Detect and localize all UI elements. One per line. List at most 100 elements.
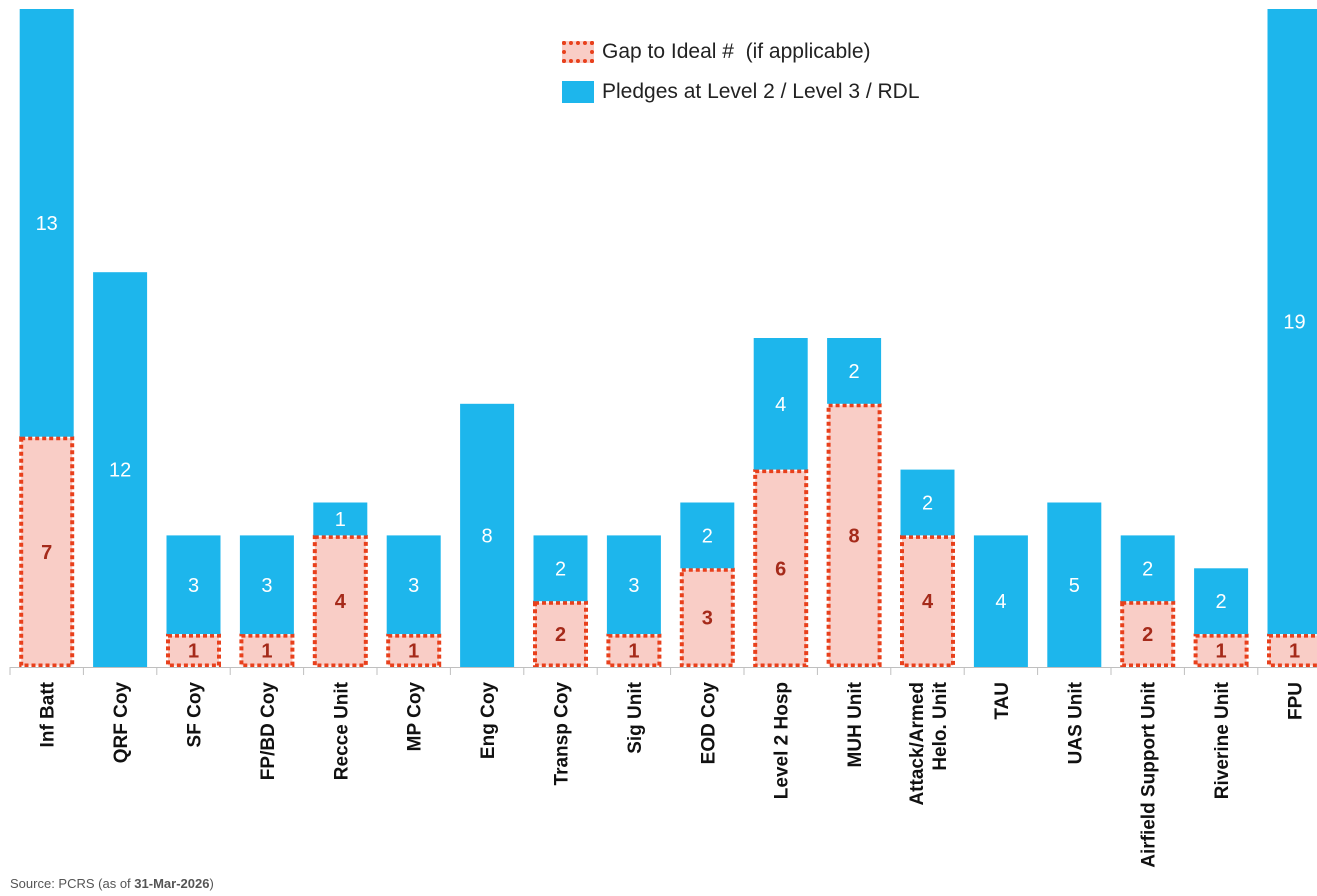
legend-label-pledges: Pledges at Level 2 / Level 3 / RDL bbox=[602, 80, 920, 103]
category-label-line: Transp Coy bbox=[552, 682, 573, 786]
data-label-pledges-fp-bd-coy: 3 bbox=[261, 575, 272, 597]
bar-gap-muh-unit bbox=[826, 403, 882, 668]
bar-pledges-level-2-hosp bbox=[753, 338, 808, 470]
category-label-line: TAU bbox=[992, 682, 1013, 720]
category-label-line: FP/BD Coy bbox=[258, 682, 279, 781]
data-label-gap-mp-coy: 1 bbox=[408, 641, 419, 663]
data-label-pledges-muh-unit: 2 bbox=[849, 361, 860, 383]
bar-pledges-muh-unit bbox=[827, 338, 882, 404]
bar-pledges-sf-coy bbox=[166, 535, 221, 635]
data-label-gap-level-2-hosp: 6 bbox=[775, 558, 786, 580]
data-label-gap-fp-bd-coy: 1 bbox=[261, 641, 272, 663]
data-label-pledges-inf-batt: 13 bbox=[36, 213, 58, 235]
category-label-line: QRF Coy bbox=[111, 682, 132, 764]
category-label-line: UAS Unit bbox=[1065, 681, 1086, 764]
category-label-line: SF Coy bbox=[185, 682, 206, 748]
data-label-gap-recce-unit: 4 bbox=[335, 591, 347, 613]
data-label-gap-eod-coy: 3 bbox=[702, 608, 713, 630]
category-label-inf-batt: Inf Batt bbox=[38, 681, 59, 747]
bar-pledges-airfield-support-unit bbox=[1120, 535, 1175, 602]
category-label-line: MP Coy bbox=[405, 682, 426, 752]
category-label-fpu: FPU bbox=[1286, 682, 1307, 720]
category-label-line: FPU bbox=[1286, 682, 1307, 720]
data-label-gap-transp-coy: 2 bbox=[555, 624, 566, 646]
bar-gap-riverine-unit bbox=[1193, 633, 1249, 668]
data-label-pledges-sf-coy: 3 bbox=[188, 575, 199, 597]
bar-pledges-attack-armed-helo-unit bbox=[900, 469, 955, 536]
bar-pledges-eod-coy bbox=[680, 502, 735, 569]
bar-gap-fp-bd-coy bbox=[239, 633, 295, 668]
data-label-pledges-fpu: 19 bbox=[1283, 312, 1305, 334]
data-label-gap-fpu: 1 bbox=[1289, 641, 1300, 663]
category-label-line: EOD Coy bbox=[698, 682, 719, 765]
bar-gap-airfield-support-unit bbox=[1120, 600, 1176, 668]
data-label-pledges-airfield-support-unit: 2 bbox=[1142, 558, 1153, 580]
bar-pledges-uas-unit bbox=[1047, 502, 1102, 667]
category-label-tau: TAU bbox=[992, 682, 1013, 720]
category-label-riverine-unit: Riverine Unit bbox=[1212, 681, 1233, 799]
bar-pledges-eng-coy bbox=[460, 403, 515, 667]
category-label-attack-armed-helo-unit: Attack/Armed Helo. Unit bbox=[907, 681, 951, 805]
category-label-line: Inf Batt bbox=[38, 681, 59, 747]
data-label-pledges-tau: 4 bbox=[995, 591, 1006, 613]
bar-pledges-fpu bbox=[1267, 9, 1317, 635]
category-label-transp-coy: Transp Coy bbox=[552, 682, 573, 786]
category-label-line: MUH Unit bbox=[845, 681, 866, 767]
legend-swatch-gap bbox=[562, 41, 594, 63]
data-label-gap-airfield-support-unit: 2 bbox=[1142, 624, 1153, 646]
category-label-line: Attack/Armed bbox=[907, 682, 928, 806]
category-label-fp-bd-coy: FP/BD Coy bbox=[258, 682, 279, 781]
bar-gap-sig-unit bbox=[606, 633, 662, 668]
bar-pledges-inf-batt bbox=[19, 9, 74, 437]
bar-gap-sf-coy bbox=[166, 633, 221, 668]
legend: Gap to Ideal # (if applicable) Pledges a… bbox=[562, 40, 920, 120]
bar-pledges-riverine-unit bbox=[1194, 568, 1249, 635]
category-label-line: Sig Unit bbox=[625, 681, 646, 753]
category-label-line: Riverine Unit bbox=[1212, 681, 1233, 799]
data-label-pledges-eod-coy: 2 bbox=[702, 525, 713, 547]
category-label-line: Helo. Unit bbox=[930, 681, 951, 770]
data-label-gap-muh-unit: 8 bbox=[849, 525, 860, 547]
legend-item-pledges: Pledges at Level 2 / Level 3 / RDL bbox=[562, 80, 920, 104]
bar-gap-fpu bbox=[1267, 633, 1317, 668]
legend-swatch-pledges bbox=[562, 81, 594, 103]
data-label-gap-inf-batt: 7 bbox=[41, 542, 52, 564]
category-label-line: Eng Coy bbox=[478, 682, 499, 759]
bar-pledges-sig-unit bbox=[606, 535, 661, 635]
category-label-line: Recce Unit bbox=[331, 681, 352, 780]
category-label-eng-coy: Eng Coy bbox=[478, 682, 499, 759]
category-label-recce-unit: Recce Unit bbox=[331, 681, 352, 780]
source-prefix: Source: PCRS (as of bbox=[10, 876, 135, 891]
data-label-pledges-recce-unit: 1 bbox=[335, 509, 346, 531]
source-suffix: ) bbox=[209, 876, 214, 891]
data-label-pledges-transp-coy: 2 bbox=[555, 558, 566, 580]
data-label-pledges-mp-coy: 3 bbox=[408, 575, 419, 597]
source-date: 31-Mar-2026 bbox=[134, 876, 210, 891]
data-label-pledges-qrf-coy: 12 bbox=[109, 460, 131, 482]
data-label-pledges-sig-unit: 3 bbox=[628, 575, 639, 597]
category-label-level-2-hosp: Level 2 Hosp bbox=[772, 682, 793, 799]
bar-pledges-recce-unit bbox=[313, 502, 368, 536]
data-label-pledges-eng-coy: 8 bbox=[482, 525, 493, 547]
data-label-gap-riverine-unit: 1 bbox=[1216, 641, 1227, 663]
source-note: Source: PCRS (as of 31-Mar-2026) bbox=[10, 876, 214, 891]
bar-pledges-transp-coy bbox=[533, 535, 588, 602]
category-label-sig-unit: Sig Unit bbox=[625, 681, 646, 753]
bar-gap-level-2-hosp bbox=[753, 469, 809, 668]
category-label-line: Level 2 Hosp bbox=[772, 682, 793, 799]
data-label-pledges-riverine-unit: 2 bbox=[1216, 591, 1227, 613]
data-label-pledges-uas-unit: 5 bbox=[1069, 575, 1080, 597]
category-label-uas-unit: UAS Unit bbox=[1065, 681, 1086, 764]
bar-gap-transp-coy bbox=[533, 600, 588, 668]
category-label-eod-coy: EOD Coy bbox=[698, 682, 719, 765]
bar-pledges-fp-bd-coy bbox=[239, 535, 294, 635]
legend-item-gap: Gap to Ideal # (if applicable) bbox=[562, 40, 920, 64]
bar-gap-eod-coy bbox=[679, 567, 735, 668]
bar-pledges-qrf-coy bbox=[93, 272, 148, 667]
bar-pledges-tau bbox=[973, 535, 1028, 667]
data-label-pledges-level-2-hosp: 4 bbox=[775, 394, 786, 416]
category-label-qrf-coy: QRF Coy bbox=[111, 682, 132, 764]
bar-pledges-mp-coy bbox=[386, 535, 441, 635]
legend-label-gap: Gap to Ideal # (if applicable) bbox=[602, 40, 871, 63]
